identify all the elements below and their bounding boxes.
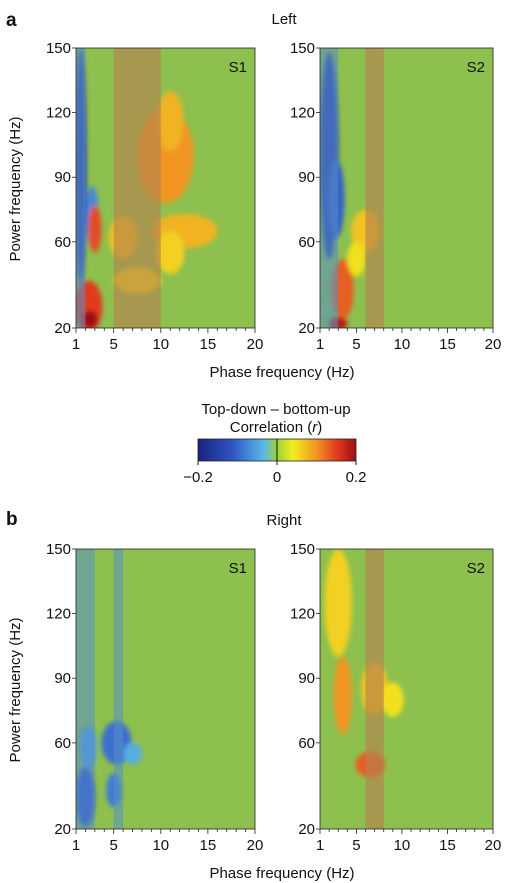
colorbar-title-line2: Correlation (r) bbox=[230, 419, 323, 436]
heatmap-blob bbox=[156, 231, 185, 275]
x-tick-label: 15 bbox=[200, 837, 217, 854]
x-tick-label: 15 bbox=[439, 837, 456, 854]
panel-frame bbox=[319, 548, 494, 830]
x-tick-label: 1 bbox=[72, 837, 80, 854]
panel-frame bbox=[75, 548, 256, 830]
x-tick-label: 20 bbox=[247, 336, 264, 353]
x-tick-label: 1 bbox=[72, 336, 80, 353]
y-tick-label: 90 bbox=[54, 169, 71, 186]
y-tick-label: 20 bbox=[298, 320, 315, 337]
y-tick-label: 150 bbox=[46, 40, 71, 57]
y-axis-title-b: Power frequency (Hz) bbox=[7, 617, 24, 762]
y-axis-title-a: Power frequency (Hz) bbox=[7, 116, 24, 261]
x-axis-title-a: Phase frequency (Hz) bbox=[209, 364, 354, 381]
panel-frame bbox=[75, 47, 256, 329]
heatmap-blob bbox=[381, 682, 404, 717]
y-tick-label: 60 bbox=[298, 735, 315, 752]
blue-band bbox=[76, 549, 95, 829]
x-tick-label: 20 bbox=[485, 336, 502, 353]
subplot-label: S1 bbox=[229, 560, 247, 577]
x-tick-label: 10 bbox=[394, 837, 411, 854]
x-tick-label: 5 bbox=[352, 336, 360, 353]
heatmap-blob bbox=[324, 549, 352, 657]
panel-frame bbox=[319, 47, 494, 329]
y-tick-label: 20 bbox=[54, 320, 71, 337]
colorbar-tick-label: −0.2 bbox=[183, 469, 213, 486]
y-tick-label: 60 bbox=[54, 234, 71, 251]
heatmap-blob bbox=[333, 656, 352, 735]
y-tick-label: 120 bbox=[290, 606, 315, 623]
section-b-title: Right bbox=[266, 512, 302, 529]
y-tick-label: 150 bbox=[290, 40, 315, 57]
y-tick-label: 90 bbox=[298, 169, 315, 186]
heatmap-blob bbox=[347, 241, 366, 277]
colorbar-title-line1: Top-down – bottom-up bbox=[201, 401, 350, 418]
colorbar-tick-label: 0 bbox=[273, 469, 281, 486]
panel-background bbox=[76, 549, 255, 829]
x-tick-label: 1 bbox=[316, 336, 324, 353]
x-tick-label: 1 bbox=[316, 837, 324, 854]
brown-band bbox=[365, 48, 384, 328]
y-tick-label: 20 bbox=[298, 821, 315, 838]
heatmap-blob bbox=[157, 91, 184, 152]
x-tick-label: 10 bbox=[152, 336, 169, 353]
y-tick-label: 120 bbox=[290, 105, 315, 122]
heatmap-blob bbox=[82, 310, 98, 328]
x-tick-label: 5 bbox=[352, 837, 360, 854]
y-tick-label: 150 bbox=[46, 541, 71, 558]
x-tick-label: 15 bbox=[439, 336, 456, 353]
subplot-label: S2 bbox=[467, 59, 485, 76]
x-tick-label: 15 bbox=[200, 336, 217, 353]
blue-band bbox=[320, 48, 339, 328]
x-tick-label: 5 bbox=[110, 336, 118, 353]
colorbar: Top-down – bottom-up Correlation (r) −0.… bbox=[183, 401, 366, 486]
y-tick-label: 90 bbox=[54, 670, 71, 687]
subplot-label: S1 bbox=[229, 59, 247, 76]
subplot-label: S2 bbox=[467, 560, 485, 577]
heatmap-blob bbox=[123, 742, 142, 765]
brown-band bbox=[365, 549, 384, 829]
colorbar-tick-label: 0.2 bbox=[346, 469, 367, 486]
y-tick-label: 60 bbox=[54, 735, 71, 752]
section-b-letter: b bbox=[6, 509, 18, 530]
x-tick-label: 5 bbox=[110, 837, 118, 854]
brown-band bbox=[113, 48, 161, 328]
x-axis-title-b: Phase frequency (Hz) bbox=[209, 865, 354, 882]
y-tick-label: 90 bbox=[298, 670, 315, 687]
y-tick-label: 20 bbox=[54, 821, 71, 838]
y-tick-label: 120 bbox=[46, 105, 71, 122]
x-tick-label: 10 bbox=[152, 837, 169, 854]
heatmap-blob bbox=[88, 205, 102, 253]
x-tick-label: 20 bbox=[485, 837, 502, 854]
blue-band bbox=[76, 48, 86, 328]
x-tick-label: 20 bbox=[247, 837, 264, 854]
section-a-title: Left bbox=[271, 11, 297, 28]
y-tick-label: 150 bbox=[290, 541, 315, 558]
y-tick-label: 120 bbox=[46, 606, 71, 623]
y-tick-label: 60 bbox=[298, 234, 315, 251]
section-a-letter: a bbox=[6, 10, 17, 31]
x-tick-label: 10 bbox=[394, 336, 411, 353]
blue-band bbox=[113, 549, 124, 829]
